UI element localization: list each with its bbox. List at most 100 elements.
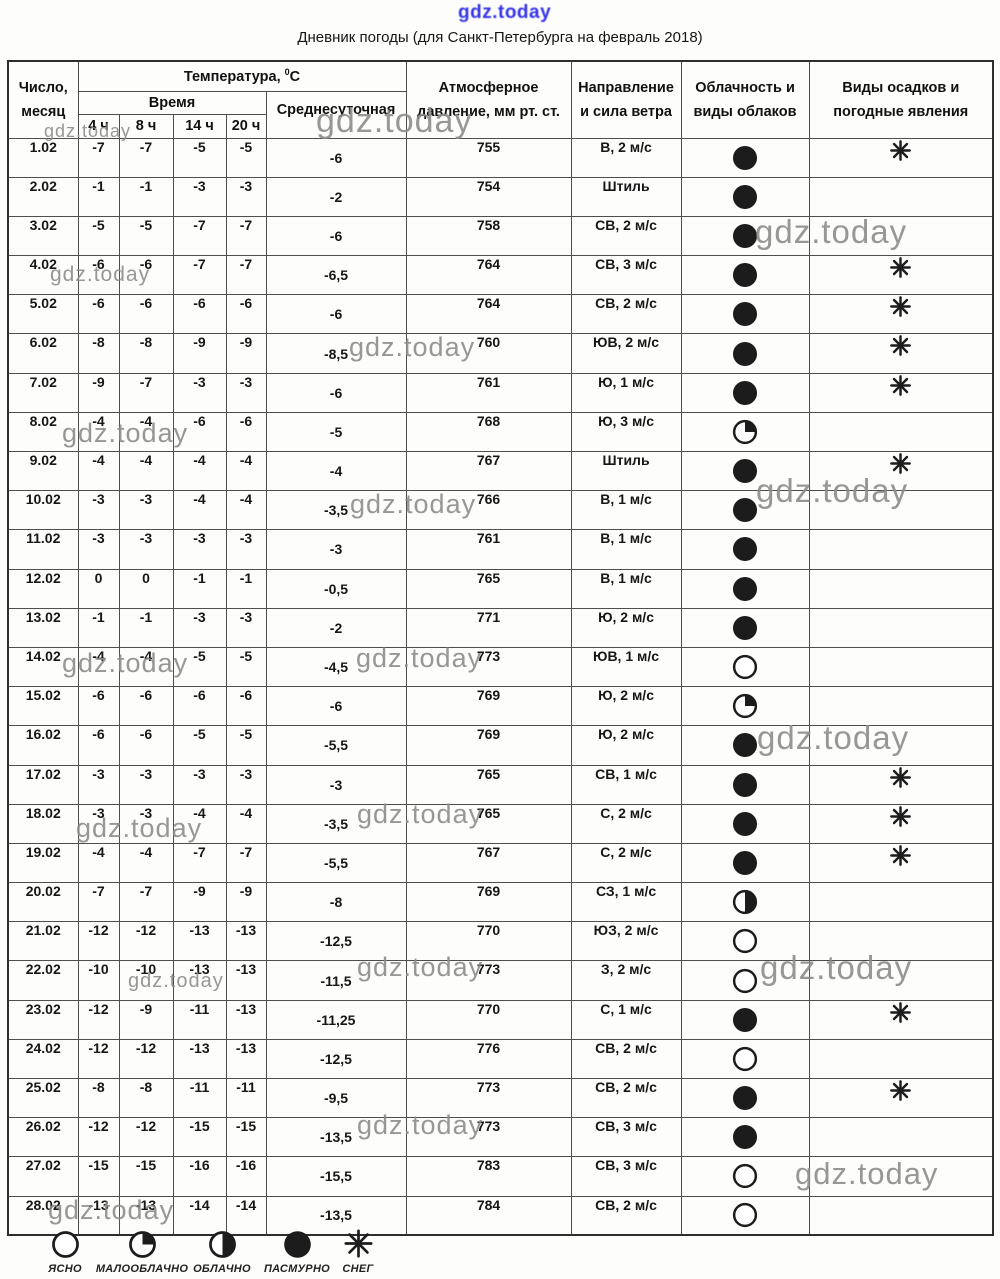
avg-temp-cell: -3,5 [265, 490, 407, 531]
temp-8h-cell: -1 [118, 607, 174, 648]
overcast-icon [682, 849, 809, 877]
wind-cell: Штиль [570, 450, 682, 492]
header-time-14h: 14 ч [172, 113, 227, 139]
temp-14h-cell: -5 [172, 646, 227, 688]
temp-20h-cell: -14 [225, 1195, 267, 1236]
cloudiness-cell [680, 1077, 810, 1119]
temp-4h-cell: -4 [77, 450, 120, 492]
temp-4h-cell: -15 [77, 1156, 120, 1197]
temp-4h-cell: -1 [77, 176, 120, 217]
temp-20h-cell: -3 [225, 372, 267, 413]
temp-8h-cell: -7 [118, 882, 174, 923]
temp-20h-cell: -4 [225, 490, 267, 531]
legend-item-overcast: ПАСМУРНО [258, 1229, 336, 1275]
cloudy-icon [186, 1229, 258, 1261]
pressure-cell: 770 [405, 999, 572, 1040]
avg-temp-cell: -12,5 [265, 1038, 407, 1080]
temp-14h-cell: -15 [172, 1117, 227, 1158]
temp-14h-cell: -9 [172, 882, 227, 923]
avg-temp-cell: -11,5 [265, 960, 407, 1001]
header-wind: Направление и сила ветра [570, 60, 682, 139]
temp-8h-cell: -7 [118, 137, 174, 178]
overcast-icon [682, 810, 809, 838]
date-cell: 25.02 [7, 1077, 79, 1119]
legend-item-partly-cloudy: МАЛООБЛАЧНО [94, 1229, 190, 1275]
temp-8h-cell: -3 [118, 803, 174, 844]
temp-20h-cell: -7 [225, 215, 267, 257]
clear-icon [682, 1045, 809, 1073]
temp-8h-cell: -6 [118, 725, 174, 766]
pressure-cell: 771 [405, 607, 572, 648]
avg-temp-cell: -4,5 [265, 646, 407, 688]
snow-icon [890, 374, 912, 396]
temp-14h-cell: -6 [172, 411, 227, 453]
overcast-icon [682, 340, 809, 368]
temp-14h-cell: -13 [172, 960, 227, 1001]
precipitation-cell [808, 411, 994, 453]
cloudiness-cell [680, 960, 810, 1001]
date-cell: 23.02 [7, 999, 79, 1040]
wind-cell: СВ, 3 м/с [570, 1117, 682, 1158]
legend-label: ОБЛАЧНО [193, 1263, 251, 1275]
precipitation-cell [808, 529, 994, 570]
temp-4h-cell: -4 [77, 646, 120, 688]
temp-8h-cell: -3 [118, 529, 174, 570]
watermark: gdz.today [458, 2, 552, 23]
pressure-cell: 773 [405, 1117, 572, 1158]
table-row: 14.02 -4 -4 -5 -5 -4,5 773 ЮВ, 1 м/с [7, 646, 994, 688]
avg-temp-cell: -11,25 [265, 999, 407, 1040]
precipitation-cell [808, 215, 994, 257]
precipitation-cell [808, 842, 994, 884]
legend-label: ПАСМУРНО [263, 1263, 331, 1275]
temp-4h-cell: -12 [77, 1117, 120, 1158]
table-row: 11.02 -3 -3 -3 -3 -3 761 В, 1 м/с [7, 529, 994, 570]
cloudiness-cell [680, 646, 810, 688]
temp-8h-cell: -4 [118, 842, 174, 884]
header-pressure: Атмосферное давление, мм рт. ст. [405, 60, 572, 139]
precipitation-cell [808, 764, 994, 805]
date-cell: 21.02 [7, 921, 79, 962]
temp-8h-cell: -8 [118, 1077, 174, 1119]
snow-icon [890, 334, 912, 357]
temp-8h-cell: -3 [118, 490, 174, 531]
wind-cell: СВ, 3 м/с [570, 255, 682, 296]
temp-4h-cell: -12 [77, 921, 120, 962]
clear-icon [682, 967, 809, 995]
wind-cell: СВ, 2 м/с [570, 294, 682, 335]
overcast-icon [682, 300, 809, 328]
cloudiness-cell [680, 137, 810, 178]
cloudiness-cell [680, 215, 810, 257]
overcast-icon [682, 1084, 809, 1112]
precipitation-cell [808, 176, 994, 217]
avg-temp-cell: -0,5 [265, 568, 407, 609]
date-cell: 1.02 [7, 137, 79, 178]
date-cell: 15.02 [7, 686, 79, 727]
temp-14h-cell: -4 [172, 490, 227, 531]
temp-14h-cell: -4 [172, 450, 227, 492]
table-row: 9.02 -4 -4 -4 -4 -4 767 Штиль [7, 450, 994, 492]
precipitation-cell [808, 803, 994, 844]
legend-label: МАЛООБЛАЧНО [95, 1263, 189, 1275]
overcast-icon [682, 222, 809, 250]
precipitation-cell [808, 686, 994, 727]
temp-8h-cell: -9 [118, 999, 174, 1040]
temp-14h-cell: -3 [172, 764, 227, 805]
header-date: Число, месяц [7, 60, 79, 139]
pressure-cell: 765 [405, 803, 572, 844]
temp-14h-cell: -7 [172, 255, 227, 296]
precipitation-cell [808, 882, 994, 923]
pressure-cell: 769 [405, 882, 572, 923]
temp-20h-cell: -6 [225, 294, 267, 335]
wind-cell: СВ, 2 м/с [570, 1195, 682, 1236]
overcast-icon [682, 1006, 809, 1034]
precipitation-cell [808, 1038, 994, 1080]
weather-table: Число, месяц Температура, 0С Атмосферное… [7, 60, 995, 1237]
pressure-cell: 754 [405, 176, 572, 217]
cloudiness-cell [680, 255, 810, 296]
wind-cell: С, 2 м/с [570, 803, 682, 844]
temp-14h-cell: -14 [172, 1195, 227, 1236]
snow-icon [890, 1001, 912, 1023]
wind-cell: СВ, 2 м/с [570, 1077, 682, 1119]
cloudiness-cell [680, 372, 810, 413]
